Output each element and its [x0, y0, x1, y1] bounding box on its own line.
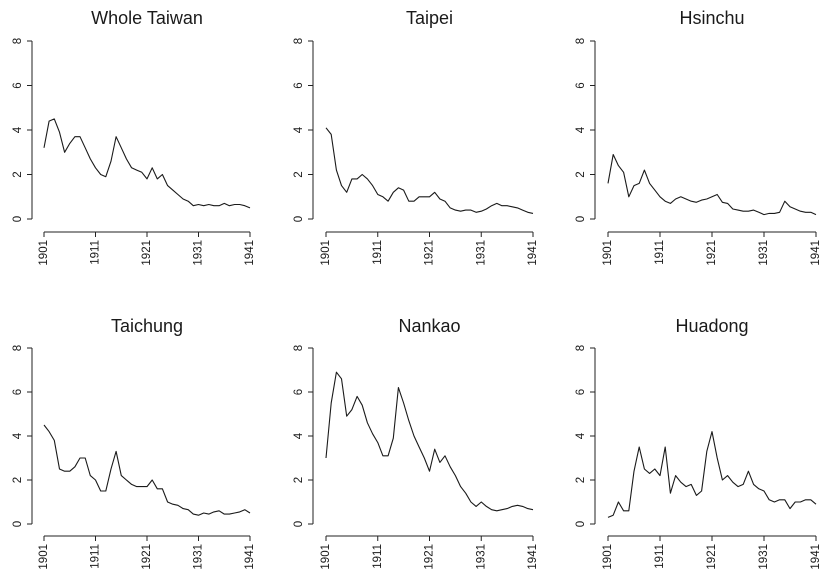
x-tick-label: 1911 — [372, 240, 384, 265]
x-tick-label: 1901 — [602, 544, 614, 570]
x-tick-label: 1931 — [475, 544, 487, 570]
y-tick-label: 4 — [293, 126, 305, 133]
x-tick-label: 1901 — [38, 240, 50, 266]
panel-taipei: Taipei 0 2 4 6 8 1901 1911 1921 1931 1941 — [293, 8, 539, 266]
x-tick-label: 1941 — [244, 544, 256, 570]
x-tick-label: 1921 — [141, 240, 153, 266]
x-tick-label: 1901 — [320, 544, 332, 570]
y-tick-label: 8 — [12, 345, 24, 351]
y-tick-label: 6 — [575, 389, 587, 395]
x-tick-label: 1911 — [372, 544, 384, 569]
panel-title: Taichung — [111, 316, 183, 336]
panel-nankao: Nankao 0 2 4 6 8 1901 1911 1921 1931 1941 — [293, 316, 539, 570]
x-tick-label: 1921 — [706, 240, 718, 266]
y-tick-label: 6 — [575, 82, 587, 88]
series-line-whole-taiwan — [43, 118, 251, 209]
y-tick-label: 4 — [12, 432, 24, 439]
x-tick-label: 1941 — [810, 544, 822, 570]
x-tick-label: 1911 — [654, 544, 666, 569]
x-tick-label: 1921 — [141, 544, 153, 570]
y-tick-label: 8 — [293, 38, 305, 44]
x-tick-label: 1931 — [758, 240, 770, 266]
y-tick-label: 8 — [293, 345, 305, 351]
y-tick-label: 4 — [12, 126, 24, 133]
x-tick-label: 1901 — [602, 240, 614, 266]
x-tick-label: 1911 — [90, 544, 102, 569]
series-line-huadong — [607, 431, 817, 518]
panel-title: Nankao — [398, 316, 460, 336]
x-tick-label: 1931 — [193, 240, 205, 266]
y-tick-label: 0 — [293, 216, 305, 222]
x-tick-label: 1901 — [320, 240, 332, 266]
panel-whole-taiwan: Whole Taiwan 0 2 4 6 8 1901 1911 1921 1931 1941 — [12, 8, 256, 266]
series-line-taipei — [325, 127, 534, 214]
x-tick-label: 1941 — [527, 544, 539, 570]
x-tick-label: 1921 — [424, 240, 436, 266]
x-tick-label: 1921 — [424, 544, 436, 570]
y-tick-label: 6 — [293, 389, 305, 395]
y-tick-label: 0 — [12, 521, 24, 527]
y-tick-label: 6 — [12, 389, 24, 395]
x-tick-label: 1921 — [706, 544, 718, 570]
y-tick-label: 8 — [575, 345, 587, 351]
series-line-nankao — [325, 371, 534, 512]
y-tick-label: 2 — [575, 477, 587, 483]
y-tick-label: 4 — [293, 432, 305, 439]
panel-hsinchu: Hsinchu 0 2 4 6 8 1901 1911 1921 1931 1941 — [575, 8, 822, 266]
panel-title: Taipei — [406, 8, 453, 28]
x-tick-label: 1931 — [193, 544, 205, 570]
panel-title: Huadong — [675, 316, 748, 336]
panel-huadong: Huadong 0 2 4 6 8 1901 1911 1921 1931 1941 — [575, 316, 822, 570]
panel-taichung: Taichung 0 2 4 6 8 1901 1911 1921 1931 1941 — [12, 316, 256, 570]
y-tick-label: 0 — [575, 216, 587, 222]
y-tick-label: 2 — [293, 171, 305, 177]
y-tick-label: 2 — [575, 171, 587, 177]
y-tick-label: 0 — [12, 216, 24, 222]
y-tick-label: 8 — [575, 38, 587, 44]
x-tick-label: 1941 — [244, 240, 256, 266]
y-tick-label: 0 — [575, 521, 587, 527]
x-tick-label: 1931 — [758, 544, 770, 570]
y-tick-label: 6 — [293, 82, 305, 88]
panel-title: Hsinchu — [679, 8, 744, 28]
y-tick-label: 4 — [575, 432, 587, 439]
y-tick-label: 2 — [12, 171, 24, 177]
x-tick-label: 1931 — [475, 240, 487, 266]
x-tick-label: 1941 — [527, 240, 539, 266]
y-tick-label: 2 — [293, 477, 305, 483]
x-tick-label: 1941 — [810, 240, 822, 266]
series-line-hsinchu — [607, 153, 817, 216]
y-tick-label: 6 — [12, 82, 24, 88]
panel-title: Whole Taiwan — [91, 8, 203, 28]
y-tick-label: 2 — [12, 477, 24, 483]
x-tick-label: 1911 — [90, 240, 102, 265]
x-tick-label: 1911 — [654, 240, 666, 265]
x-tick-label: 1901 — [38, 544, 50, 570]
y-tick-label: 8 — [12, 38, 24, 44]
y-tick-label: 4 — [575, 126, 587, 133]
y-tick-label: 0 — [293, 521, 305, 527]
series-line-taichung — [43, 424, 251, 516]
